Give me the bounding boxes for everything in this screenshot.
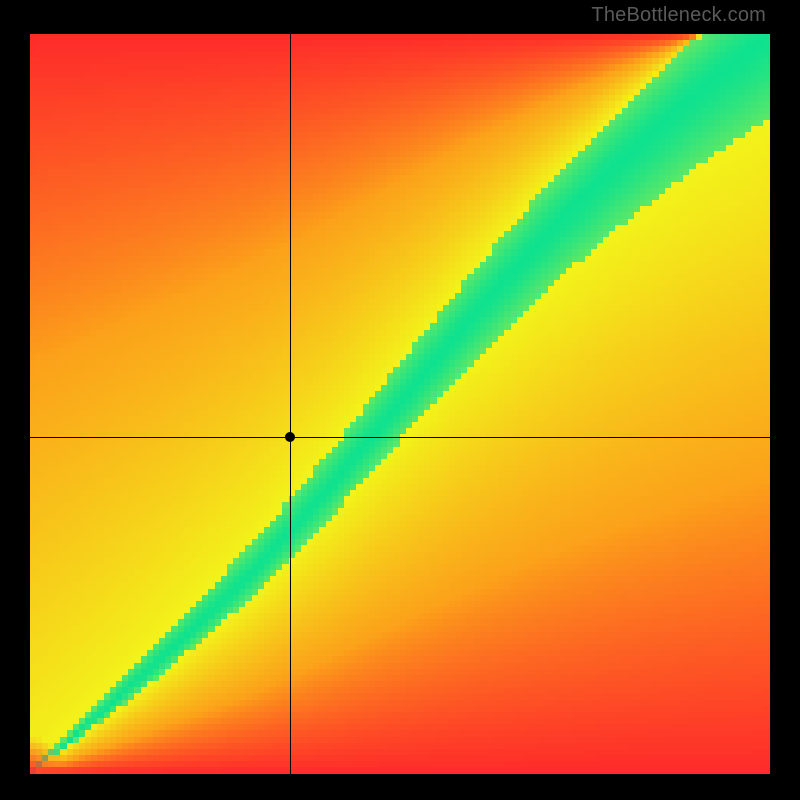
crosshair-vertical	[290, 34, 291, 774]
bottleneck-heatmap	[30, 34, 770, 774]
crosshair-marker	[285, 432, 295, 442]
crosshair-horizontal	[30, 437, 770, 438]
watermark-text: TheBottleneck.com	[591, 4, 766, 27]
